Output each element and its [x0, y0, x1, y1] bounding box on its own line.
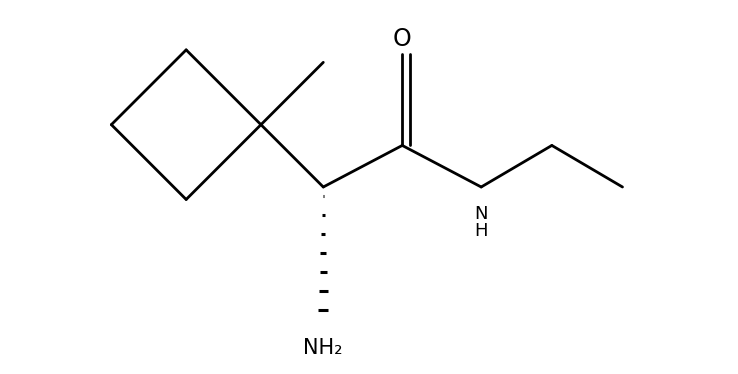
- Text: N
H: N H: [475, 205, 488, 240]
- Text: NH₂: NH₂: [303, 338, 343, 358]
- Text: O: O: [393, 27, 412, 51]
